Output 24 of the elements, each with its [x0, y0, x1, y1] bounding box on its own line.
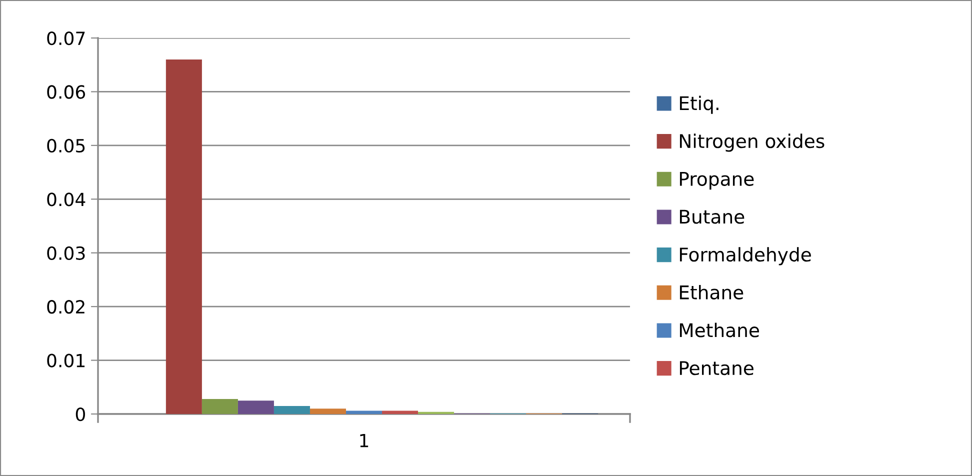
bar: [382, 410, 418, 414]
bar: [166, 59, 202, 414]
bar: [310, 408, 346, 414]
y-tick-label: 0.01: [47, 354, 85, 368]
y-tick-label: 0: [76, 407, 85, 422]
legend-label: Ethane: [680, 284, 744, 300]
legend-label: Etiq.: [680, 96, 718, 114]
y-tick-label: 0.07: [47, 31, 85, 46]
y-tick-label: 0.02: [47, 300, 84, 314]
legend-label: Propane: [680, 172, 754, 190]
legend-label: Butane: [680, 210, 744, 224]
x-tick-label: 1: [360, 434, 368, 448]
bar: [346, 410, 382, 414]
bar: [238, 400, 274, 414]
y-tick-label: 0.05: [47, 138, 85, 153]
legend-label: Methane: [680, 322, 759, 338]
bar: [274, 406, 310, 414]
legend-label: Formaldehyde: [680, 247, 811, 266]
y-tick-label: 0.06: [47, 85, 86, 99]
bar: [202, 398, 238, 414]
y-tick-label: 0.03: [47, 246, 85, 260]
y-tick-label: 0.04: [47, 192, 86, 206]
legend-label: Nitrogen oxides: [680, 134, 824, 152]
legend-label: Pentane: [680, 361, 754, 376]
